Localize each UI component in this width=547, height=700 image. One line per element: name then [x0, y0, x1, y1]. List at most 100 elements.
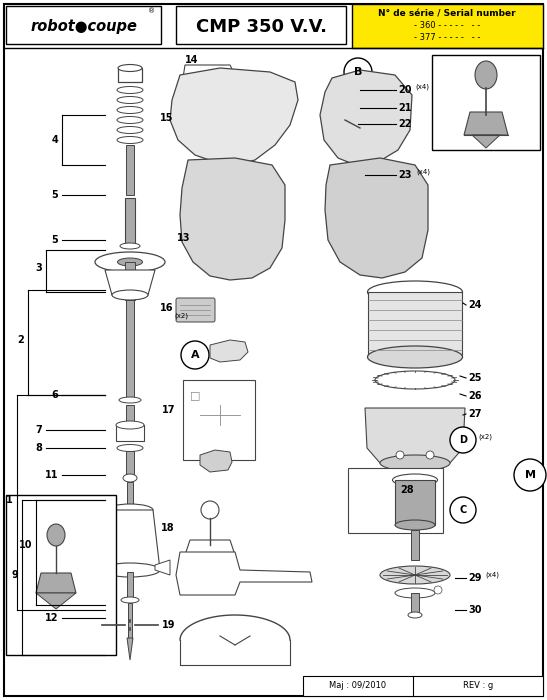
Polygon shape — [128, 603, 132, 640]
Circle shape — [434, 586, 442, 594]
FancyBboxPatch shape — [6, 6, 161, 44]
Ellipse shape — [368, 281, 463, 303]
Text: robot●coupe: robot●coupe — [31, 20, 137, 34]
Text: (x4): (x4) — [416, 169, 430, 175]
Ellipse shape — [475, 61, 497, 89]
Polygon shape — [105, 270, 155, 295]
Text: N° de série / Serial number: N° de série / Serial number — [378, 10, 516, 18]
Ellipse shape — [395, 588, 435, 598]
Polygon shape — [395, 480, 435, 525]
Ellipse shape — [121, 597, 139, 603]
Text: 24: 24 — [468, 300, 481, 310]
Text: 11: 11 — [44, 470, 58, 480]
Text: 3: 3 — [35, 263, 42, 273]
Polygon shape — [155, 560, 170, 575]
Text: 12: 12 — [44, 613, 58, 623]
Text: 19: 19 — [161, 620, 175, 630]
Ellipse shape — [368, 346, 463, 368]
Ellipse shape — [408, 612, 422, 618]
Text: 22: 22 — [398, 119, 411, 129]
Text: 18: 18 — [161, 523, 175, 533]
Polygon shape — [325, 158, 428, 278]
Ellipse shape — [375, 371, 455, 389]
Circle shape — [181, 341, 209, 369]
Text: CMP 350 V.V.: CMP 350 V.V. — [195, 18, 327, 36]
Ellipse shape — [118, 258, 143, 266]
Ellipse shape — [117, 136, 143, 144]
Polygon shape — [90, 560, 105, 575]
Ellipse shape — [117, 106, 143, 113]
Polygon shape — [176, 552, 312, 595]
Text: 25: 25 — [468, 373, 481, 383]
FancyBboxPatch shape — [183, 380, 255, 460]
Text: 2: 2 — [18, 335, 24, 345]
Text: 21: 21 — [398, 103, 411, 113]
Text: - 360 - - - - -   - -: - 360 - - - - - - - — [414, 22, 480, 31]
Ellipse shape — [116, 421, 144, 429]
Polygon shape — [126, 405, 134, 435]
Ellipse shape — [117, 444, 143, 452]
Text: 27: 27 — [468, 409, 481, 419]
Circle shape — [450, 497, 476, 523]
FancyBboxPatch shape — [432, 55, 540, 150]
Polygon shape — [200, 450, 232, 472]
Polygon shape — [100, 510, 160, 570]
Ellipse shape — [340, 105, 360, 111]
Polygon shape — [36, 593, 76, 609]
Circle shape — [350, 195, 360, 205]
Text: 5: 5 — [51, 235, 58, 245]
Polygon shape — [365, 85, 370, 97]
Circle shape — [426, 451, 434, 459]
Text: 8: 8 — [35, 443, 42, 453]
Ellipse shape — [380, 455, 450, 471]
Text: 16: 16 — [160, 303, 173, 313]
Ellipse shape — [119, 397, 141, 403]
Text: 5: 5 — [51, 190, 58, 200]
Polygon shape — [365, 408, 465, 463]
Text: 30: 30 — [468, 605, 481, 615]
Text: REV : g: REV : g — [463, 682, 493, 690]
Ellipse shape — [380, 566, 450, 584]
Ellipse shape — [112, 290, 148, 300]
Polygon shape — [126, 300, 134, 400]
Text: 4: 4 — [51, 135, 58, 145]
Text: 17: 17 — [161, 405, 175, 415]
Text: (x4): (x4) — [485, 572, 499, 578]
Circle shape — [450, 427, 476, 453]
FancyBboxPatch shape — [176, 298, 215, 322]
Ellipse shape — [47, 524, 65, 546]
Ellipse shape — [117, 87, 143, 94]
FancyBboxPatch shape — [352, 4, 543, 48]
Text: 28: 28 — [400, 485, 414, 495]
Text: 14: 14 — [185, 55, 199, 65]
FancyBboxPatch shape — [303, 676, 543, 696]
Polygon shape — [185, 540, 235, 555]
Polygon shape — [320, 70, 412, 166]
Polygon shape — [127, 572, 133, 600]
Ellipse shape — [95, 252, 165, 272]
Text: (x2): (x2) — [478, 434, 492, 440]
Circle shape — [514, 459, 546, 491]
Text: 1: 1 — [6, 495, 13, 505]
Polygon shape — [126, 145, 134, 195]
FancyBboxPatch shape — [176, 6, 346, 44]
Text: 7: 7 — [35, 425, 42, 435]
Polygon shape — [182, 65, 240, 110]
Ellipse shape — [120, 243, 140, 249]
FancyBboxPatch shape — [116, 425, 144, 441]
Text: 15: 15 — [160, 113, 173, 123]
Polygon shape — [118, 68, 142, 82]
Ellipse shape — [100, 563, 160, 577]
Text: 13: 13 — [177, 233, 190, 243]
Ellipse shape — [107, 504, 153, 516]
Ellipse shape — [117, 116, 143, 123]
Text: (x2): (x2) — [174, 313, 188, 319]
Polygon shape — [170, 68, 298, 165]
Text: ®: ® — [148, 8, 155, 14]
Polygon shape — [36, 573, 76, 593]
Text: C: C — [459, 505, 467, 515]
Circle shape — [396, 451, 404, 459]
Text: D: D — [459, 435, 467, 445]
Polygon shape — [210, 340, 248, 362]
Polygon shape — [472, 135, 500, 148]
